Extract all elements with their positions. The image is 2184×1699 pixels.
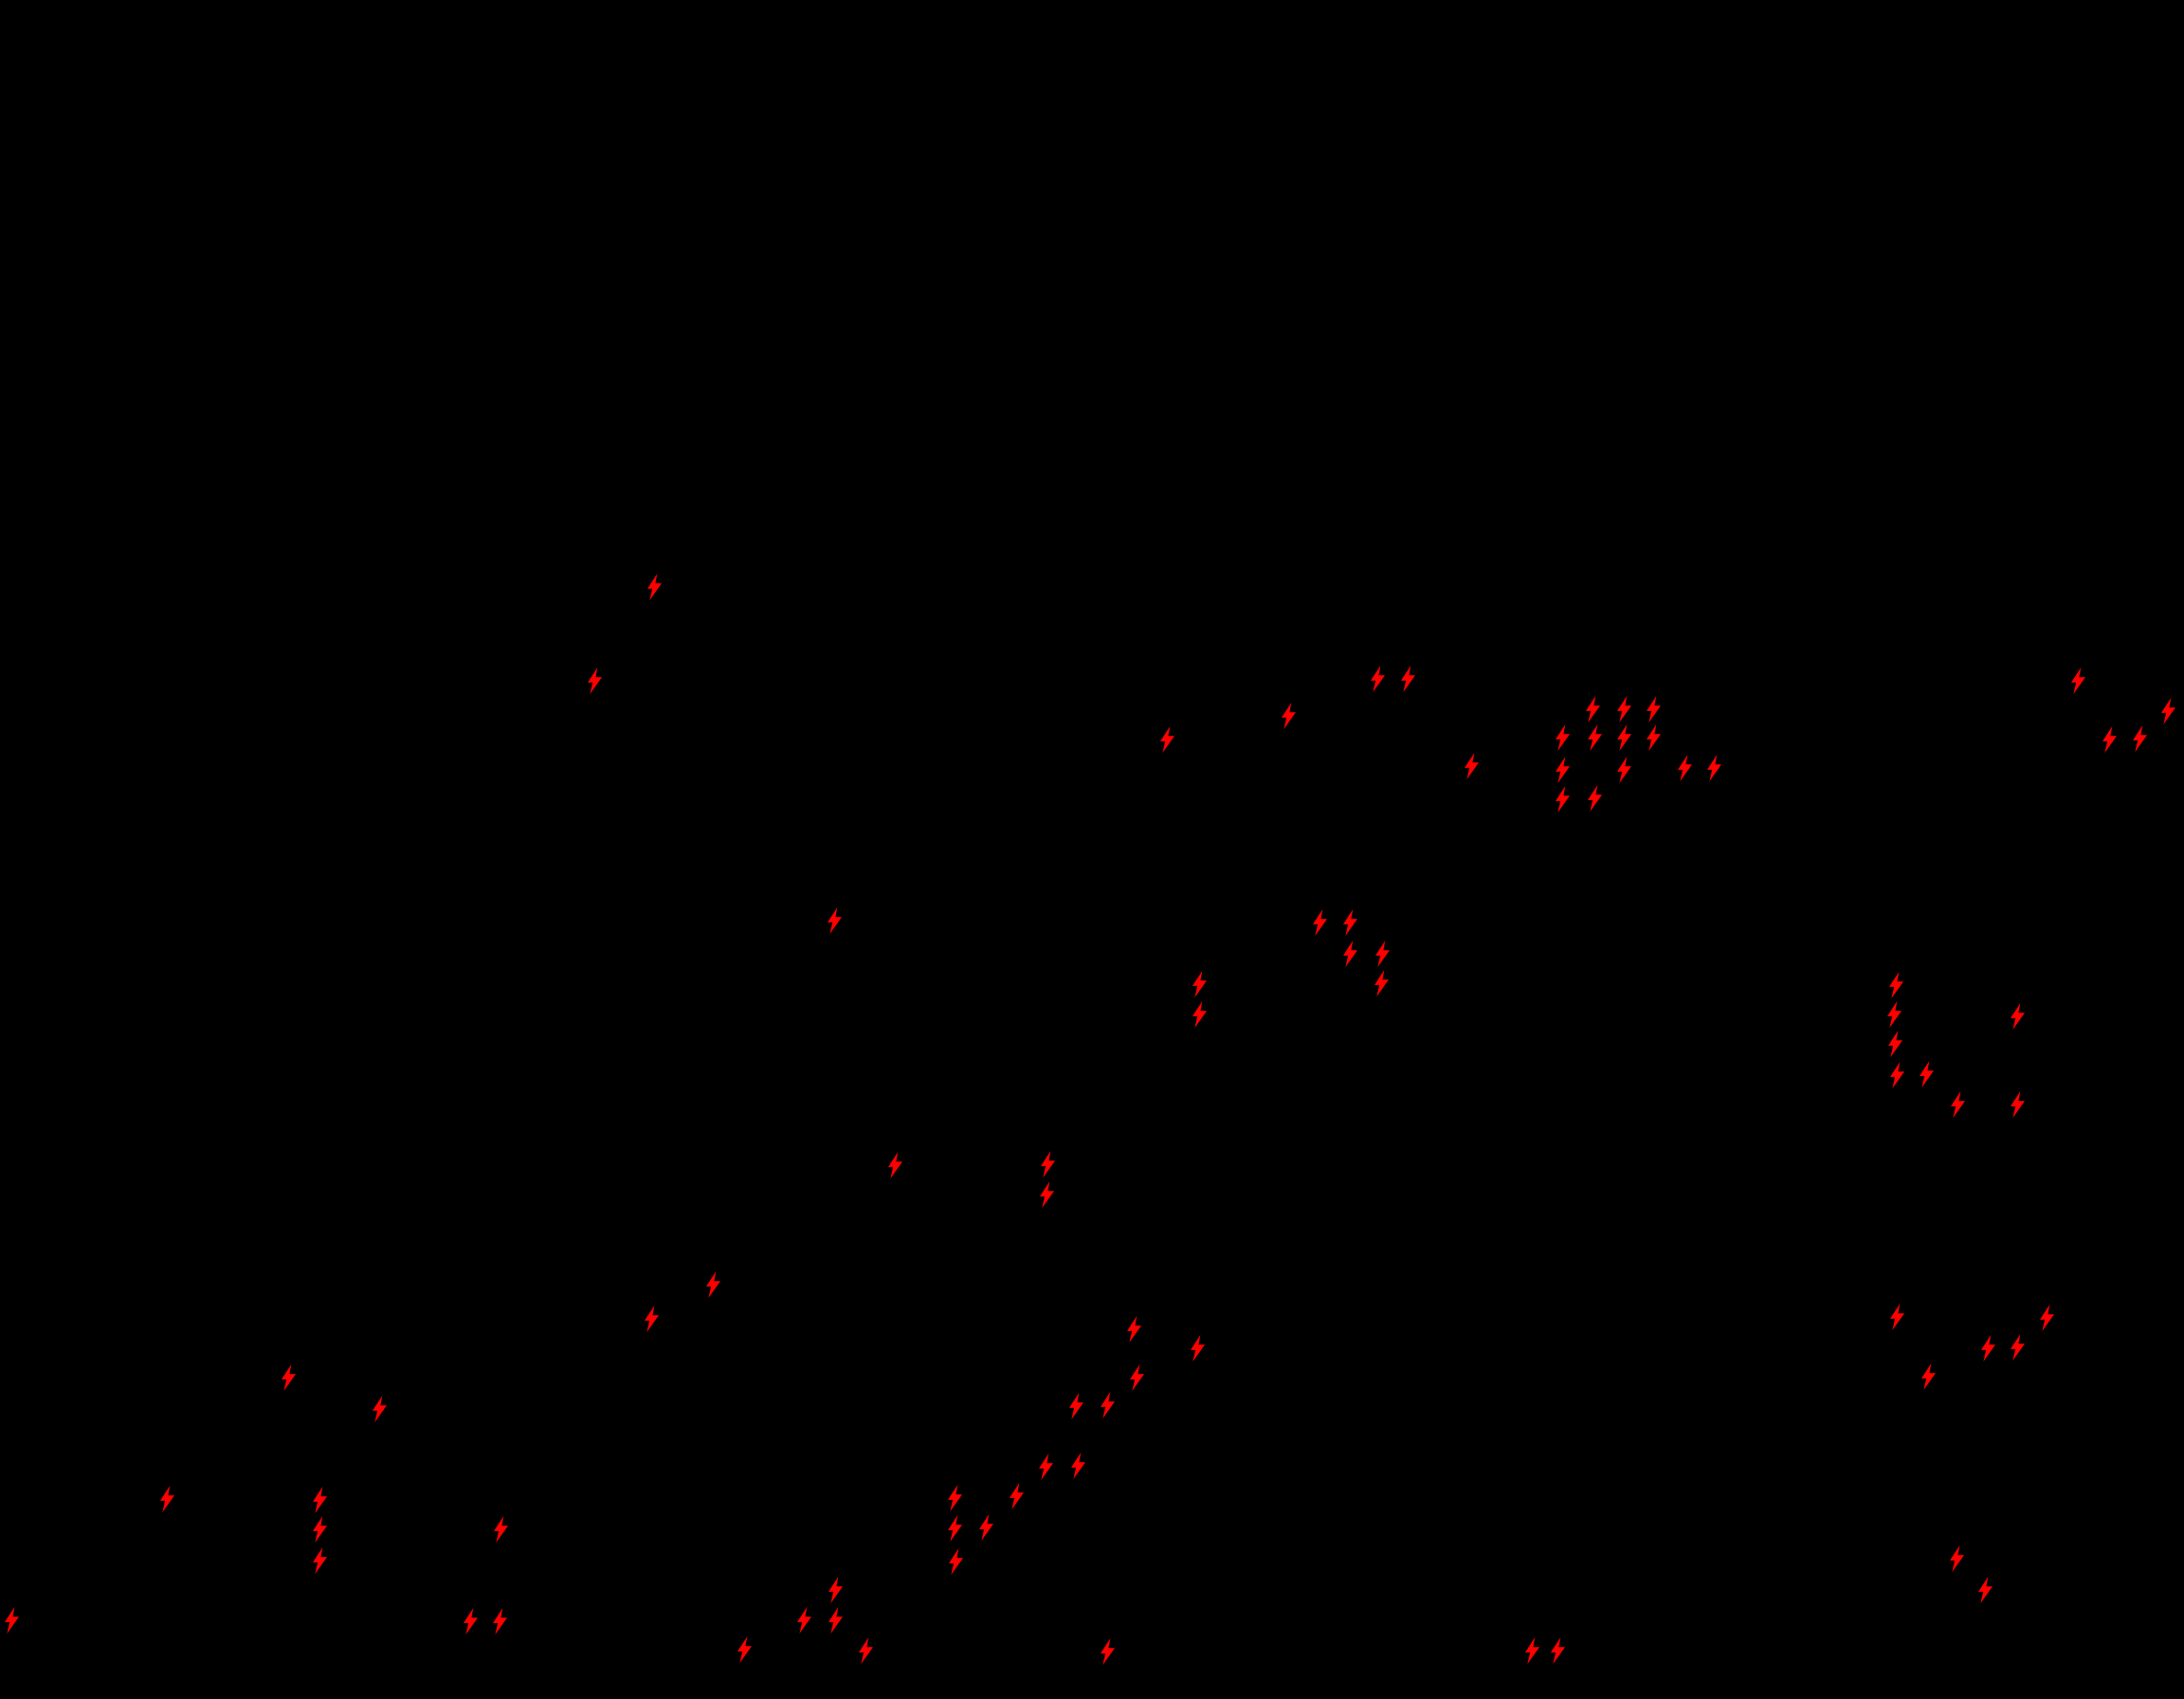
lightning-bolt-icon[interactable] [1066,1392,1086,1420]
lightning-bolt-icon[interactable] [1462,752,1482,780]
lightning-bolt-icon[interactable] [1917,1060,1937,1088]
lightning-bolt-icon[interactable] [826,1606,846,1635]
lightning-bolt-icon[interactable] [885,1151,905,1179]
lightning-bolt-icon[interactable] [1887,1061,1907,1089]
lightning-bolt-icon[interactable] [1553,723,1573,752]
lightning-bolt-icon[interactable] [279,1363,299,1392]
lightning-bolt-icon[interactable] [1038,1150,1058,1178]
lightning-bolt-icon[interactable] [1372,969,1392,997]
lightning-bolt-icon[interactable] [1585,723,1605,752]
lightning-bolt-icon[interactable] [2008,1333,2028,1361]
lightning-bolt-icon[interactable] [1310,908,1330,937]
lightning-bolt-icon[interactable] [976,1513,996,1542]
lightning-bolt-icon[interactable] [1675,754,1695,782]
lightning-bolt-icon[interactable] [1614,756,1634,784]
lightning-bolt-icon[interactable] [2100,725,2120,754]
lightning-bolt-icon[interactable] [1068,1452,1088,1480]
lightning-bolt-icon[interactable] [1036,1452,1056,1481]
lightning-bolt-icon[interactable] [310,1486,330,1514]
lightning-bolt-icon[interactable] [945,1484,965,1512]
lightning-bolt-icon[interactable] [1522,1636,1542,1665]
lightning-bolt-icon[interactable] [1975,1576,1995,1604]
lightning-bolt-icon[interactable] [1585,784,1605,813]
lightning-bolt-icon[interactable] [1887,1303,1907,1331]
lightning-bolt-icon[interactable] [1548,1636,1568,1665]
lightning-bolt-icon[interactable] [1157,725,1177,754]
lightning-bolt-icon[interactable] [585,667,605,695]
lightning-bolt-icon[interactable] [1947,1544,1967,1573]
lightning-bolt-icon[interactable] [1190,1000,1210,1029]
lightning-bolt-icon[interactable] [1553,785,1573,813]
lightning-bolt-icon[interactable] [1098,1391,1118,1419]
lightning-bolt-icon[interactable] [1583,695,1603,723]
lightning-bolt-icon[interactable] [825,906,845,935]
lightning-bolt-icon[interactable] [1127,1363,1147,1392]
lightning-bolt-icon[interactable] [310,1546,330,1575]
lightning-bolt-icon[interactable] [1368,665,1388,693]
lightning-bolt-icon[interactable] [1919,1362,1938,1391]
lightning-bolt-icon[interactable] [1553,756,1573,784]
lightning-bolt-icon[interactable] [2,1606,22,1635]
lightning-bolt-icon[interactable] [1279,702,1299,730]
lightning-bolt-icon[interactable] [2068,667,2088,695]
lightning-bolt-icon[interactable] [2037,1304,2057,1332]
lightning-bolt-icon[interactable] [2008,1002,2028,1031]
lightning-bolt-icon[interactable] [1644,695,1664,723]
lightning-bolt-icon[interactable] [2130,724,2150,753]
lightning-bolt-icon[interactable] [1704,754,1724,782]
lightning-bolt-icon[interactable] [1398,665,1418,693]
lightning-bolt-icon[interactable] [1190,970,1210,998]
lightning-bolt-icon[interactable] [703,1270,723,1299]
lightning-bolt-icon[interactable] [1188,1334,1208,1362]
lightning-bolt-icon[interactable] [1037,1180,1057,1209]
lightning-bolt-icon[interactable] [1373,940,1392,968]
lightning-bolt-icon[interactable] [2008,1090,2028,1119]
lightning-bolt-icon[interactable] [642,1305,662,1333]
lightning-bolt-icon[interactable] [1614,723,1634,752]
lightning-bolt-icon[interactable] [1340,908,1360,937]
lightning-bolt-icon[interactable] [645,573,664,601]
lightning-bolt-icon[interactable] [370,1395,390,1423]
lightning-bolt-icon[interactable] [945,1514,965,1543]
lightning-bolt-icon[interactable] [1978,1334,1998,1362]
lightning-bolt-icon[interactable] [491,1515,511,1544]
lightning-bolt-icon[interactable] [1644,723,1664,752]
lightning-bolt-icon[interactable] [856,1636,876,1665]
lightning-bolt-icon[interactable] [461,1607,481,1635]
lightning-bolt-icon[interactable] [826,1576,846,1604]
lightning-bolt-icon[interactable] [2158,697,2178,725]
lightning-bolt-icon[interactable] [310,1515,330,1544]
lightning-bolt-icon[interactable] [490,1607,510,1635]
lightning-bolt-icon[interactable] [1884,1000,1904,1029]
lightning-bolt-icon[interactable] [1948,1090,1968,1119]
lightning-bolt-icon[interactable] [1340,940,1360,968]
lightning-bolt-icon[interactable] [1886,971,1906,999]
lightning-bolt-icon[interactable] [735,1635,755,1664]
lightning-bolt-icon[interactable] [1098,1637,1118,1666]
lightning-bolt-icon[interactable] [946,1547,966,1576]
lightning-bolt-icon[interactable] [157,1485,177,1513]
lightning-bolt-icon[interactable] [1124,1315,1144,1343]
lightning-bolt-icon[interactable] [1885,1030,1905,1058]
lightning-bolt-icon[interactable] [1614,695,1634,723]
lightning-bolt-icon[interactable] [794,1606,814,1635]
lightning-bolt-icon[interactable] [1007,1482,1027,1510]
